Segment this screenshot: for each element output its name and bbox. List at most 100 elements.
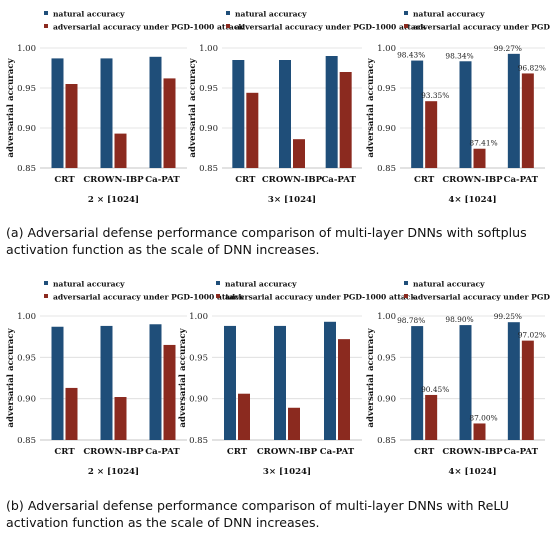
x-tick-label: CROWN-IBP bbox=[442, 175, 503, 185]
x-tick-label: CRT bbox=[414, 175, 435, 185]
bar-natural bbox=[459, 61, 472, 168]
x-tick-label: CROWN-IBP bbox=[83, 447, 144, 457]
bar-natural bbox=[279, 60, 291, 168]
legend-swatch-natural bbox=[44, 11, 48, 15]
legend-label-adversarial: adversarial accuracy under PGD-1000 atta… bbox=[53, 293, 244, 302]
x-tick-label: Ca-PAT bbox=[320, 447, 355, 457]
data-label: 87.41% bbox=[469, 139, 497, 148]
y-tick-label: 0.90 bbox=[377, 124, 396, 134]
data-label: 98.90% bbox=[445, 315, 473, 324]
y-tick-label: 1.00 bbox=[17, 44, 36, 54]
legend-label-natural: natural accuracy bbox=[413, 10, 485, 19]
y-tick-label: 1.00 bbox=[17, 312, 36, 322]
x-axis-label: 2 × [1024] bbox=[88, 467, 139, 477]
x-tick-label: Ca-PAT bbox=[145, 447, 180, 457]
legend-swatch-adversarial bbox=[226, 24, 230, 28]
legend-label-adversarial: adversarial accuracy under PGD-1000 atta… bbox=[53, 23, 244, 32]
legend-label-natural: natural accuracy bbox=[413, 280, 485, 289]
legend-label-adversarial: adversarial accuracy under PGD-1000 atta… bbox=[235, 23, 426, 32]
legend-swatch-adversarial bbox=[216, 294, 220, 298]
bar-natural bbox=[507, 53, 520, 169]
legend-swatch-adversarial bbox=[404, 24, 408, 28]
bar-natural bbox=[411, 60, 424, 169]
bar-adversarial bbox=[163, 344, 176, 440]
x-tick-label: CRT bbox=[235, 175, 256, 185]
legend-swatch-adversarial bbox=[44, 24, 48, 28]
legend-swatch-natural bbox=[404, 281, 408, 285]
y-tick-label: 0.85 bbox=[199, 164, 218, 174]
y-tick-label: 0.85 bbox=[17, 436, 36, 446]
x-tick-label: Ca-PAT bbox=[504, 447, 539, 457]
y-tick-label: 0.95 bbox=[189, 353, 208, 363]
bar-adversarial bbox=[293, 139, 305, 168]
bar-adversarial bbox=[65, 84, 78, 168]
legend-swatch-natural bbox=[216, 281, 220, 285]
x-tick-label: CROWN-IBP bbox=[257, 447, 318, 457]
bar-adversarial bbox=[246, 92, 259, 168]
legend-label-natural: natural accuracy bbox=[235, 10, 307, 19]
bar-natural bbox=[100, 58, 113, 168]
bar-adversarial bbox=[163, 78, 176, 168]
legend-label-natural: natural accuracy bbox=[53, 10, 125, 19]
y-tick-label: 0.85 bbox=[17, 164, 36, 174]
data-label: 99.27% bbox=[494, 44, 522, 53]
legend-label-natural: natural accuracy bbox=[53, 280, 125, 289]
x-axis-label: 4× [1024] bbox=[448, 195, 496, 205]
y-tick-label: 0.95 bbox=[17, 84, 36, 94]
x-axis-label: 2 × [1024] bbox=[88, 195, 139, 205]
y-tick-label: 1.00 bbox=[377, 44, 396, 54]
y-tick-label: 0.85 bbox=[377, 436, 396, 446]
x-axis-label: 4× [1024] bbox=[448, 467, 496, 477]
x-tick-label: CRT bbox=[227, 447, 248, 457]
bar-natural bbox=[274, 325, 286, 440]
x-axis-label: 3× [1024] bbox=[263, 467, 311, 477]
legend-swatch-adversarial bbox=[404, 294, 408, 298]
bar-natural bbox=[411, 326, 424, 440]
bar-adversarial bbox=[425, 394, 438, 440]
bar-adversarial bbox=[425, 101, 438, 168]
bar-natural bbox=[149, 324, 162, 440]
data-label: 93.35% bbox=[421, 91, 449, 100]
y-tick-label: 1.00 bbox=[189, 312, 208, 322]
y-axis-label: adversarial accuracy bbox=[6, 57, 16, 157]
y-tick-label: 0.95 bbox=[17, 353, 36, 363]
y-tick-label: 0.90 bbox=[377, 395, 396, 405]
x-tick-label: CRT bbox=[414, 447, 435, 457]
legend-swatch-natural bbox=[226, 11, 230, 15]
y-axis-label: adversarial accuracy bbox=[6, 327, 16, 427]
x-tick-label: CROWN-IBP bbox=[442, 447, 503, 457]
y-axis-label: adversarial accuracy bbox=[188, 57, 198, 157]
y-tick-label: 0.90 bbox=[17, 124, 36, 134]
y-tick-label: 0.95 bbox=[377, 84, 396, 94]
y-axis-label: adversarial accuracy bbox=[178, 327, 188, 427]
bar-natural bbox=[149, 56, 162, 168]
data-label: 97.02% bbox=[518, 331, 546, 340]
caption-a: (a) Adversarial defense performance comp… bbox=[6, 225, 527, 257]
y-axis-label: adversarial accuracy bbox=[366, 57, 376, 157]
legend-swatch-natural bbox=[44, 281, 48, 285]
x-tick-label: Ca-PAT bbox=[504, 175, 539, 185]
data-label: 96.82% bbox=[518, 63, 546, 72]
legend-swatch-natural bbox=[404, 11, 408, 15]
bar-adversarial bbox=[114, 397, 127, 440]
x-tick-label: CRT bbox=[54, 175, 75, 185]
bar-natural bbox=[51, 58, 64, 168]
y-tick-label: 1.00 bbox=[377, 312, 396, 322]
data-label: 87.00% bbox=[469, 413, 497, 422]
y-tick-label: 0.95 bbox=[199, 84, 218, 94]
y-tick-label: 0.95 bbox=[377, 353, 396, 363]
data-label: 98.78% bbox=[397, 316, 425, 325]
bar-adversarial bbox=[238, 393, 250, 440]
bar-adversarial bbox=[473, 423, 486, 440]
bar-adversarial bbox=[339, 72, 352, 168]
x-axis-label: 3× [1024] bbox=[268, 195, 316, 205]
bar-adversarial bbox=[473, 148, 486, 168]
bar-natural bbox=[224, 325, 236, 440]
caption-b: (b) Adversarial defense performance comp… bbox=[6, 498, 510, 530]
y-tick-label: 0.85 bbox=[377, 164, 396, 174]
bar-adversarial bbox=[338, 339, 350, 440]
x-tick-label: CROWN-IBP bbox=[262, 175, 323, 185]
bar-natural bbox=[232, 60, 245, 168]
x-tick-label: CROWN-IBP bbox=[83, 175, 144, 185]
bar-natural bbox=[51, 326, 64, 440]
